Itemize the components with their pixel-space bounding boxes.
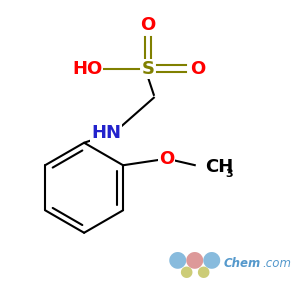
Text: .com: .com bbox=[263, 257, 292, 270]
Text: 3: 3 bbox=[226, 169, 233, 179]
Text: S: S bbox=[142, 60, 154, 78]
Text: HN: HN bbox=[91, 124, 121, 142]
Text: O: O bbox=[159, 150, 175, 168]
Text: Chem: Chem bbox=[224, 257, 261, 270]
Text: ●: ● bbox=[185, 249, 204, 269]
Text: ●: ● bbox=[196, 265, 210, 280]
Text: ●: ● bbox=[202, 249, 222, 269]
Text: O: O bbox=[190, 60, 205, 78]
Text: ●: ● bbox=[179, 265, 192, 280]
Text: CH: CH bbox=[205, 158, 233, 176]
Text: HO: HO bbox=[72, 60, 102, 78]
Text: O: O bbox=[140, 16, 156, 34]
Text: ●: ● bbox=[167, 249, 187, 269]
